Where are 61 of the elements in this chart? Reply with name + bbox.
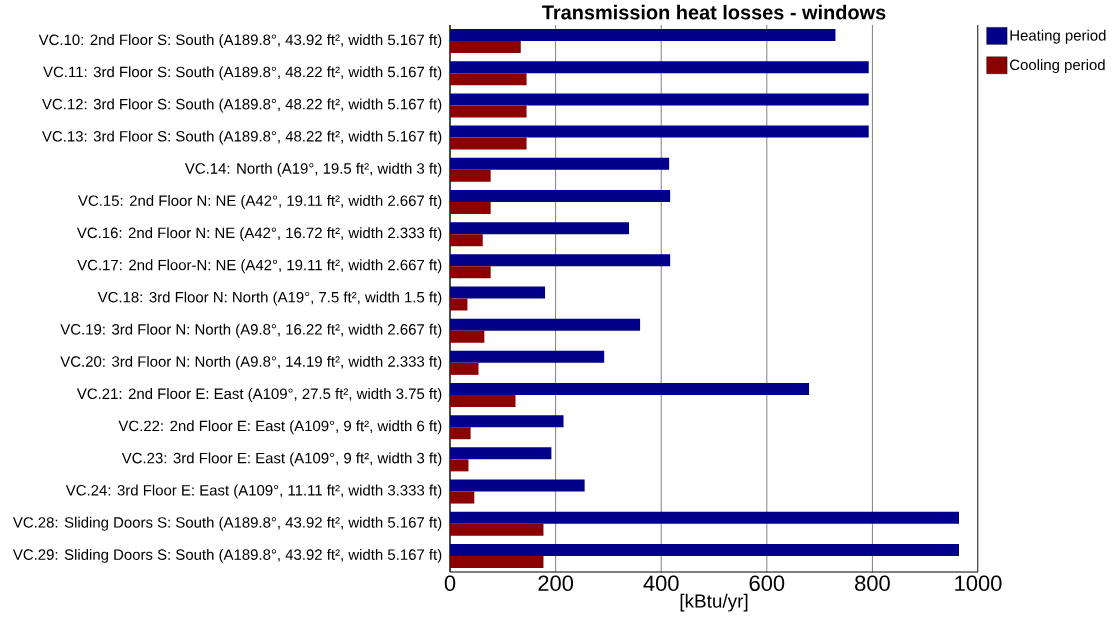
- bar: [450, 298, 468, 311]
- y-tick-label: VC.17: 2nd Floor-N: NE (A42°, 19.11 ft², width 2.667 ft): [77, 259, 442, 274]
- y-tick-label: VC.24: 3rd Floor E: East (A109°, 11.11 ft², width 3.333 ft): [65, 484, 442, 499]
- x-axis-title: [kBtu/yr]: [680, 593, 748, 612]
- legend-label: Cooling period: [1010, 59, 1105, 74]
- bar: [450, 105, 527, 118]
- bar: [450, 201, 491, 214]
- x-tick-label: 600: [749, 575, 785, 592]
- y-tick-label: VC.29: Sliding Doors S: South (A189.8°, 43.92 ft², width 5.167 ft): [12, 548, 442, 563]
- legend-label: Heating period: [1010, 29, 1106, 44]
- y-tick-label: VC.14: North (A19°, 19.5 ft², width 3 ft): [184, 162, 442, 177]
- bar: [450, 266, 491, 279]
- bar: [450, 491, 475, 504]
- bar: [450, 41, 521, 54]
- bar: [450, 383, 810, 396]
- x-tick-label: 0: [444, 575, 456, 592]
- bar: [450, 427, 471, 440]
- y-tick-label: VC.16: 2nd Floor N: NE (A42°, 16.72 ft², width 2.333 ft): [76, 227, 442, 242]
- bar: [450, 362, 479, 375]
- y-tick-label: VC.28: Sliding Doors S: South (A189.8°, 43.92 ft², width 5.167 ft): [12, 516, 442, 531]
- bar: [450, 137, 527, 150]
- x-tick-label: 800: [855, 575, 890, 592]
- y-tick-label: VC.11: 3rd Floor S: South (A189.8°, 48.22 ft², width 5.167 ft): [43, 66, 442, 81]
- bar: [450, 555, 544, 568]
- y-tick-label: VC.19: 3rd Floor N: North (A9.8°, 16.22 ft², width 2.667 ft): [60, 323, 442, 338]
- y-tick-label: VC.18: 3rd Floor N: North (A19°, 7.5 ft², width 1.5 ft): [97, 291, 442, 306]
- y-tick-label: VC.15: 2nd Floor N: NE (A42°, 19.11 ft², width 2.667 ft): [78, 195, 442, 209]
- bar: [450, 286, 546, 299]
- bar: [450, 61, 869, 74]
- chart-title: Transmission heat losses - windows: [542, 4, 886, 20]
- y-tick-label: VC.20: 3rd Floor N: North (A9.8°, 14.19 ft², width 2.333 ft): [60, 355, 442, 370]
- x-tick-label: 400: [643, 575, 679, 592]
- bar: [450, 125, 869, 138]
- bar: [450, 459, 469, 472]
- bar: [450, 415, 564, 428]
- bar: [450, 447, 552, 460]
- bar: [450, 318, 641, 331]
- y-tick-label: VC.21: 2nd Floor E: East (A109°, 27.5 ft², width 3.75 ft): [76, 388, 442, 402]
- bar: [450, 523, 544, 536]
- y-tick-label: VC.12: 3rd Floor S: South (A189.8°, 48.22 ft², width 5.167 ft): [42, 98, 442, 113]
- y-tick-label: VC.13: 3rd Floor S: South (A189.8°, 48.22 ft², width 5.167 ft): [42, 130, 442, 145]
- bar: [450, 189, 671, 202]
- bar: [450, 511, 959, 524]
- x-tick-label: 200: [538, 575, 574, 592]
- bar: [450, 543, 959, 556]
- bar: [450, 222, 629, 235]
- bar: [450, 395, 516, 408]
- bar: [450, 234, 483, 247]
- y-tick-label: VC.22: 2nd Floor E: East (A109°, 9 ft², width 6 ft): [118, 420, 442, 435]
- bar: [450, 157, 670, 170]
- y-tick-label: VC.23: 3rd Floor E: East (A109°, 9 ft², width 3 ft): [121, 452, 442, 467]
- bar: [450, 254, 671, 267]
- bar: [450, 169, 491, 182]
- y-tick-label: VC.10: 2nd Floor S: South (A189.8°, 43.92 ft², width 5.167 ft): [38, 34, 442, 49]
- bar: [450, 93, 869, 106]
- x-tick-label: 1000: [955, 575, 1002, 592]
- bar: [450, 350, 605, 363]
- bar: [450, 479, 585, 492]
- bar: [450, 73, 527, 86]
- bar: [450, 29, 836, 42]
- bar: [450, 330, 485, 343]
